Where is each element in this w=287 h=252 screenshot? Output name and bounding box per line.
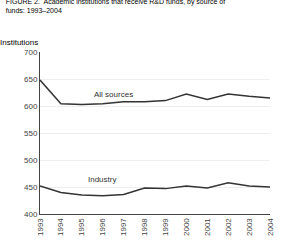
svg-text:2003: 2003: [245, 218, 254, 236]
svg-text:1995: 1995: [77, 218, 86, 236]
svg-text:1997: 1997: [119, 218, 128, 236]
svg-text:600: 600: [24, 102, 38, 111]
svg-text:All sources: All sources: [94, 90, 133, 99]
svg-text:2000: 2000: [182, 218, 191, 236]
svg-text:400: 400: [24, 210, 38, 219]
svg-text:2002: 2002: [224, 218, 233, 236]
svg-text:550: 550: [24, 129, 38, 138]
svg-text:450: 450: [24, 183, 38, 192]
svg-text:2004: 2004: [266, 218, 275, 236]
svg-text:FIGURE 2. Academic institutio: FIGURE 2. Academic institutions that rec…: [6, 0, 225, 14]
svg-text:Industry: Industry: [88, 175, 116, 184]
svg-text:650: 650: [24, 75, 38, 84]
svg-text:1993: 1993: [36, 218, 45, 236]
svg-text:700: 700: [24, 48, 38, 57]
svg-text:1996: 1996: [98, 218, 107, 236]
svg-text:Institutions: Institutions: [0, 38, 38, 47]
svg-text:1998: 1998: [140, 218, 149, 236]
svg-text:500: 500: [24, 156, 38, 165]
svg-text:1994: 1994: [57, 218, 66, 236]
svg-text:1999: 1999: [161, 218, 170, 236]
svg-text:2001: 2001: [203, 218, 212, 236]
